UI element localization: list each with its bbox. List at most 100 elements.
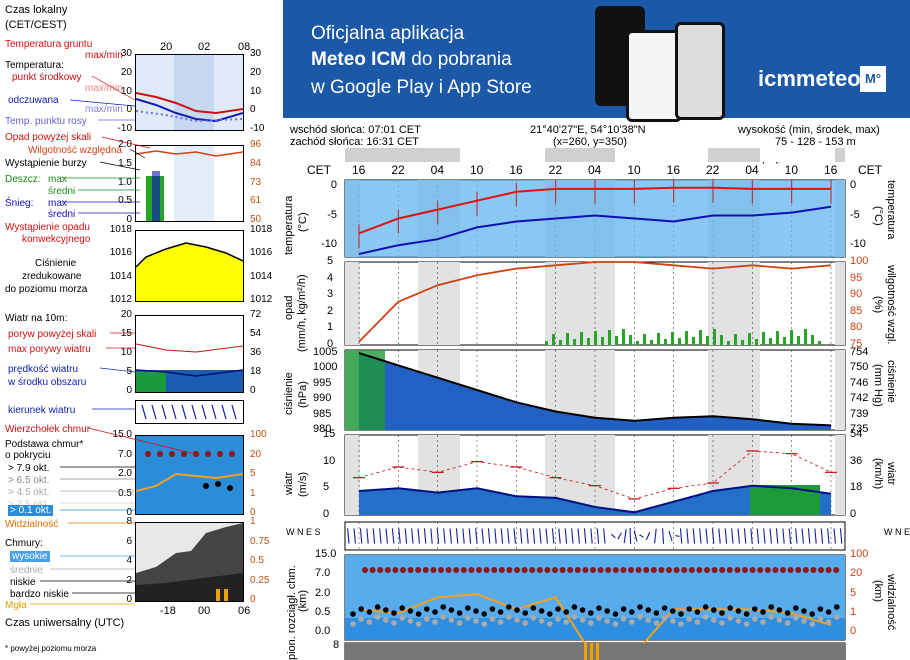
- cloud-base-dot-light: [604, 618, 610, 624]
- wind-tick-left: 10: [323, 454, 336, 467]
- cloud-top-dot: [749, 567, 756, 573]
- wind-arrow: [645, 531, 651, 541]
- precip-bar: [783, 337, 786, 345]
- cloud-base-dot-light: [752, 616, 758, 622]
- legend-gust-above: poryw powyżej skali: [8, 329, 97, 340]
- cloud-base-dot: [538, 608, 545, 614]
- night-shade-prec-4: [835, 262, 845, 345]
- night-shade-wind-4: [835, 435, 845, 515]
- wind-arrow: [385, 528, 388, 544]
- cloud-base-dot: [768, 604, 774, 610]
- precip-bar: [657, 333, 660, 345]
- legend-top-hour-02: 02: [198, 41, 211, 53]
- legend-tick-left: 6: [126, 535, 132, 547]
- pressure-fill: [359, 353, 831, 430]
- prec-axis-title-r: wilgotność wzgl.: [885, 265, 897, 345]
- dir-label-right: W N E S: [884, 527, 910, 537]
- cloud-top-dot: [635, 567, 642, 573]
- prec-axis-title-right: wilgotność wzgl.: [885, 265, 897, 344]
- wind-arrow: [558, 528, 561, 544]
- cloud-base-dot: [653, 610, 660, 616]
- panel-frame-dir: [344, 521, 846, 551]
- cb-axis-title-r: widzialność: [885, 574, 897, 631]
- wind-arrow: [545, 528, 548, 544]
- cloud-base-dot-light: [465, 615, 471, 621]
- precip-bar: [559, 340, 562, 345]
- cloud-base-dot-light: [547, 621, 553, 627]
- wind-arrow: [372, 528, 376, 544]
- wind-arrow: [347, 528, 350, 544]
- wind-arrow: [814, 528, 817, 544]
- cloud-base-dot: [448, 607, 455, 613]
- cloud-base-dot: [399, 605, 406, 611]
- cloud-base-dot: [793, 605, 799, 611]
- cloud-base-dot: [440, 604, 447, 610]
- legend-tick-left: 20: [120, 309, 132, 320]
- app-promo-banner[interactable]: Oficjalna aplikacja Meteo ICM do pobrani…: [283, 0, 910, 122]
- cloud-base-dot-light: [432, 619, 438, 625]
- wind-arrow: [763, 528, 766, 544]
- cloud-base-dot: [670, 608, 676, 614]
- cloud-base-dot-light: [522, 620, 528, 626]
- legend-mid-point: punkt środkowy: [12, 72, 82, 83]
- wind-arrow: [633, 530, 638, 542]
- temp-tick-left: -10: [321, 238, 337, 251]
- cloud-base-dot: [612, 611, 619, 617]
- wind-arrow: [675, 535, 680, 537]
- cloud-top-dot: [734, 567, 741, 573]
- sunset: zachód słońca: 16:31 CET: [290, 136, 420, 148]
- banner-line-3: w Google Play i App Store: [311, 77, 532, 98]
- precip-bar: [685, 331, 688, 345]
- prec-axis-unit-left: (mm/h, kg/m²/h): [296, 274, 308, 352]
- pressure-tick-right: 750: [850, 361, 869, 374]
- cloud-base-dot-light: [596, 615, 602, 621]
- precip-bar: [678, 338, 681, 345]
- humidity-tick-right: 90: [850, 288, 863, 301]
- cloud-top-dot: [392, 567, 399, 573]
- cloud-base-dot-light: [719, 620, 725, 626]
- cloud-base-dot-light: [563, 619, 569, 625]
- temp-axis-unit: (°C): [297, 212, 309, 232]
- wind-arrow: [756, 528, 760, 544]
- cet-label-left: CET: [307, 163, 331, 177]
- clouds-strip-fill: [345, 643, 845, 660]
- wind-arrow: [623, 528, 627, 544]
- cloud-top-dot: [552, 567, 558, 573]
- cloud-base-dot: [743, 611, 750, 617]
- hour-tick-label: 22: [548, 163, 563, 177]
- cloud-base-dot: [473, 608, 479, 614]
- cloud-top-dot: [650, 567, 657, 573]
- cloud-top-dot: [612, 567, 619, 573]
- wind-arrow: [662, 528, 665, 544]
- cloud-base-dot-light: [514, 617, 520, 623]
- hour-tick-label: 10: [627, 163, 641, 177]
- legend-wind-dir: kierunek wiatru: [8, 405, 76, 416]
- cloud-base-dot: [752, 606, 758, 612]
- cloud-base-dot-light: [440, 614, 447, 620]
- visibility-tick-right: 100: [850, 548, 869, 560]
- legend-tick-right: 0: [250, 594, 256, 605]
- hour-tick-label: 10: [470, 163, 484, 177]
- cloud-top-dot: [673, 567, 680, 573]
- wind-arrow: [788, 528, 792, 544]
- cloud-base-dot-light: [588, 620, 594, 626]
- legend-temperature: Temperatura:: [5, 60, 64, 71]
- temp-axis-unit-r: (°C): [872, 206, 884, 226]
- icmmeteo-logo: icmmeteo: [758, 66, 861, 91]
- legend-tick-left: 1.0: [118, 176, 132, 188]
- wind-arrow: [411, 528, 414, 544]
- legend-utc-hour-18: -18: [160, 605, 176, 617]
- cloudbase-tick-left: 7.0: [315, 567, 331, 580]
- cb-axis-title-left: pion. rozciągł. chm.: [286, 565, 298, 660]
- cloud-base-dot: [825, 609, 832, 615]
- wind-tick-left: 15: [323, 428, 336, 440]
- legend-rain-max: max: [48, 174, 67, 185]
- wind-arrow: [487, 528, 491, 544]
- local-time-label: Czas lokalny: [5, 4, 68, 16]
- legend-tick-left: 20: [120, 66, 132, 78]
- cloud-top-dot: [726, 567, 733, 573]
- cloud-top-dot: [802, 567, 809, 573]
- wind-arrow: [679, 528, 683, 544]
- wind-arrow: [692, 528, 696, 544]
